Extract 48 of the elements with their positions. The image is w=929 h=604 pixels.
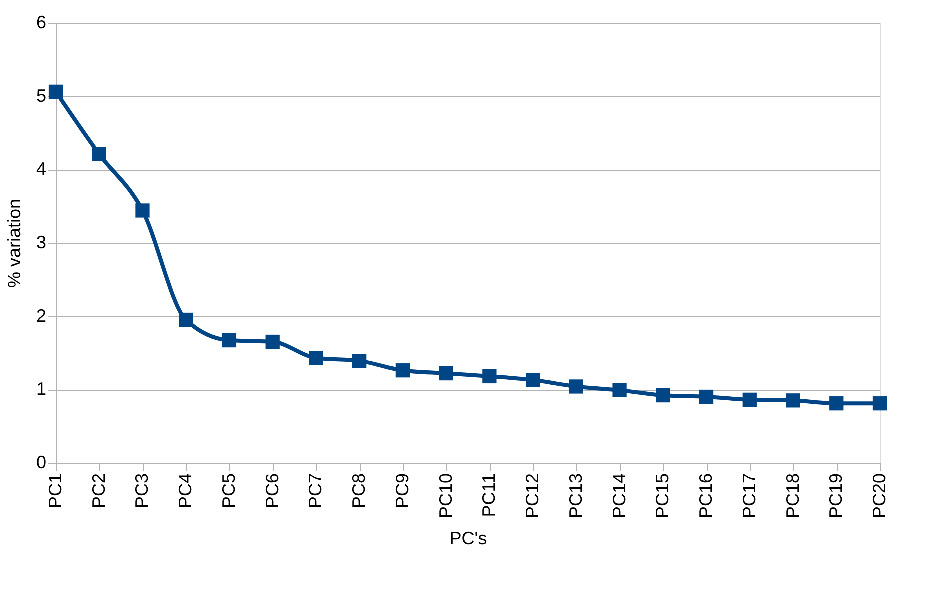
x-tick-label: PC14 [609, 474, 630, 519]
x-tick-label: PC8 [349, 474, 370, 509]
x-tick-label: PC6 [262, 474, 282, 509]
y-tick-label: 2 [36, 306, 46, 326]
point [656, 388, 670, 403]
x-tick-label: PC4 [176, 474, 196, 509]
point [526, 373, 540, 388]
point [742, 392, 757, 408]
y-axis-title: % variation [4, 198, 24, 288]
x-tick-label: PC9 [392, 474, 412, 509]
point [266, 334, 280, 350]
x-tick-label: PC15 [652, 474, 673, 519]
x-tick-label: PC12 [522, 474, 543, 519]
y-tick-label: 5 [36, 86, 46, 106]
y-tick-label: 4 [36, 159, 46, 180]
point [309, 351, 324, 366]
x-tick-label: PC17 [739, 474, 760, 519]
x-tick-label: PC1 [46, 474, 66, 509]
x-tick-label: PC18 [782, 474, 803, 519]
x-tick-label: PC20 [870, 474, 890, 519]
y-tick-label: 3 [36, 232, 46, 252]
point [872, 396, 888, 411]
point [699, 390, 714, 404]
point [352, 354, 367, 368]
point [92, 147, 106, 162]
x-tick-label: PC5 [218, 474, 239, 509]
x-tick-label: PC7 [306, 474, 326, 509]
point [396, 364, 410, 378]
point [569, 380, 584, 394]
x-tick-label: PC3 [132, 474, 152, 509]
x-tick-label: PC19 [826, 474, 846, 519]
x-axis-title: PC's [450, 528, 488, 549]
point [482, 369, 497, 384]
point [786, 394, 800, 408]
point [612, 383, 627, 398]
y-tick-label: 6 [36, 12, 46, 32]
y-tick-label: 1 [36, 379, 46, 400]
x-tick-label: PC13 [566, 474, 586, 519]
point [222, 333, 237, 348]
x-tick-label: PC10 [436, 474, 456, 519]
x-tick-label: PC2 [88, 474, 109, 509]
point [136, 204, 150, 218]
point [830, 396, 844, 411]
y-tick-label: 0 [36, 452, 46, 472]
point [439, 366, 454, 381]
x-tick-label: PC11 [479, 474, 500, 518]
x-tick-label: PC16 [696, 474, 716, 519]
point [179, 312, 194, 328]
